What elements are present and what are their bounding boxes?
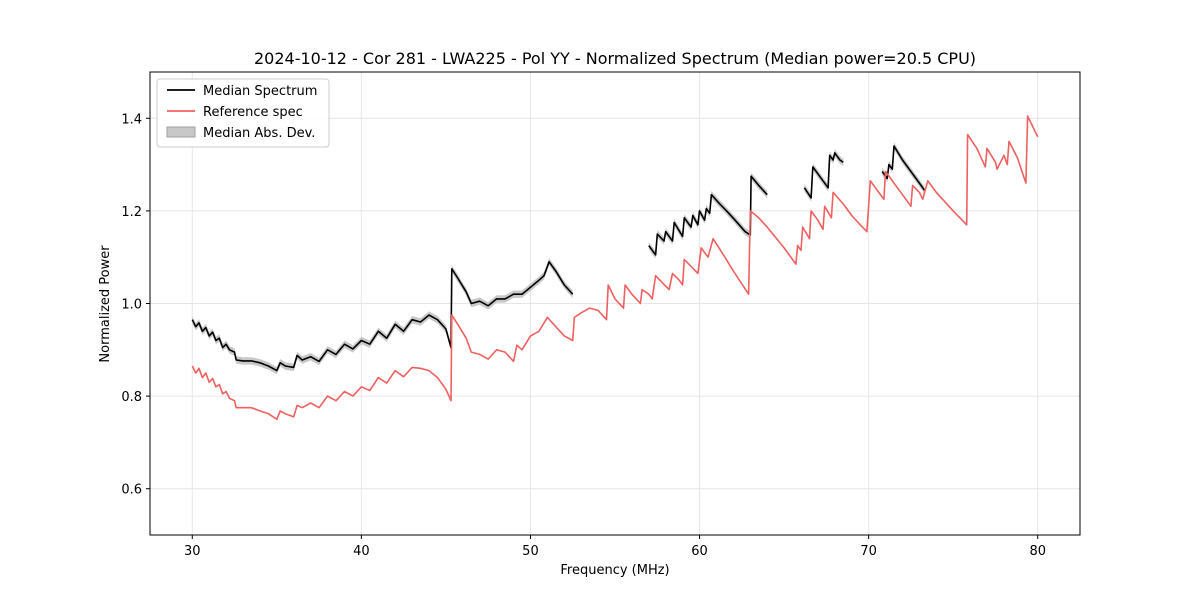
median-spectrum-line xyxy=(648,175,768,256)
legend: Median Spectrum Reference spec Median Abs.… xyxy=(156,78,330,148)
x-tick-label: 50 xyxy=(522,544,539,559)
x-tick-label: 40 xyxy=(353,544,370,559)
legend-box xyxy=(156,78,330,148)
reference-spec-line xyxy=(191,115,1039,421)
x-tick-label: 60 xyxy=(691,544,708,559)
y-axis-label: Normalized Power xyxy=(98,245,113,363)
y-axis: 0.6 0.8 1.0 1.2 1.4 xyxy=(121,112,150,498)
x-tick-label: 70 xyxy=(860,544,877,559)
y-tick-label: 1.2 xyxy=(121,205,142,220)
series-lines xyxy=(191,115,1039,421)
median-spectrum-line xyxy=(191,260,574,372)
x-tick-label: 30 xyxy=(184,544,201,559)
x-axis-label: Frequency (MHz) xyxy=(560,563,669,578)
x-tick-label: 80 xyxy=(1029,544,1046,559)
y-tick-label: 1.4 xyxy=(121,112,142,127)
chart-title: 2024-10-12 - Cor 281 - LWA225 - Pol YY -… xyxy=(254,49,976,68)
x-axis: 30 40 50 60 70 80 xyxy=(184,535,1046,559)
y-tick-label: 0.8 xyxy=(121,390,142,405)
y-tick-label: 0.6 xyxy=(121,483,142,498)
y-tick-label: 1.0 xyxy=(121,298,142,313)
median-spectrum-line xyxy=(803,152,844,199)
legend-swatch-band xyxy=(166,126,196,138)
legend-label: Median Abs. Dev. xyxy=(203,126,315,141)
legend-label: Median Spectrum xyxy=(203,84,317,99)
grid-lines xyxy=(150,72,1080,535)
legend-label: Reference spec xyxy=(203,105,303,120)
